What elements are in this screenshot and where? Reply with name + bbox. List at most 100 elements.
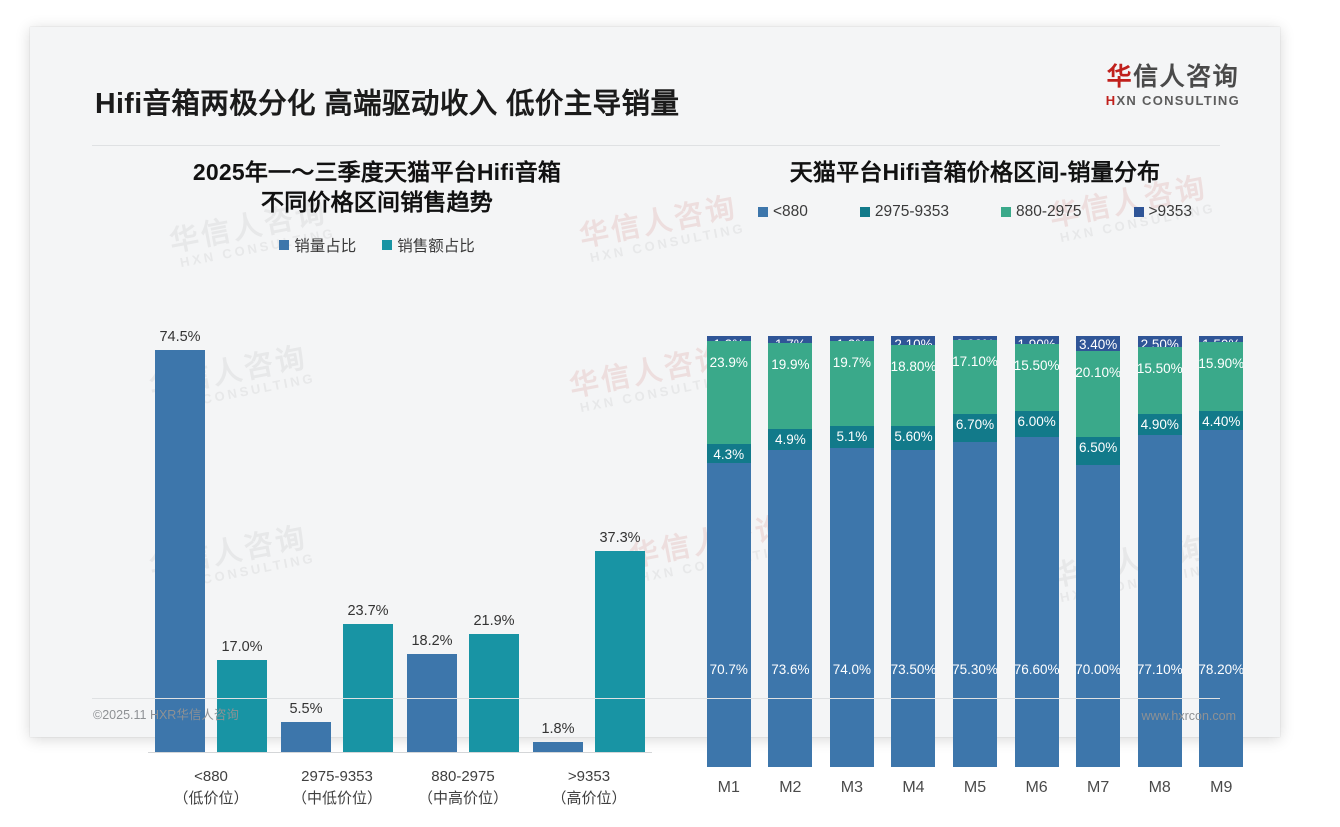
stack-segment[interactable]: 6.50%	[1076, 437, 1121, 466]
chart-price-band-volume-distribution: 天猫平台Hifi音箱价格区间-销量分布 <880 2975-9353 880-297…	[690, 157, 1260, 796]
category-label: 880-2975 （中高价位）	[400, 758, 526, 816]
stack-segment[interactable]: 70.7%	[706, 462, 751, 768]
stacked-bar-group: 2.10% 18.80% 5.60% 73.50%	[883, 336, 945, 767]
stack-segment[interactable]: 1.50%	[1199, 336, 1244, 343]
stack-segment[interactable]: 4.9%	[768, 429, 813, 451]
legend-swatch-icon	[1000, 207, 1011, 218]
stack-segment[interactable]: 77.10%	[1137, 434, 1182, 767]
category-range: <880	[194, 768, 228, 785]
stack-segment[interactable]: 23.9%	[706, 341, 751, 445]
stack-segment[interactable]: 15.50%	[1137, 346, 1182, 414]
stack-segment[interactable]: 73.6%	[768, 450, 813, 768]
bar-column[interactable]: 21.9%	[469, 320, 519, 752]
bar-column[interactable]: 37.3%	[595, 320, 645, 752]
stack-segment[interactable]: 4.40%	[1199, 410, 1244, 430]
bar-column[interactable]: 5.5%	[281, 320, 331, 752]
legend-item[interactable]: 销量占比	[279, 234, 356, 256]
bar[interactable]	[407, 653, 457, 752]
stacked-bar[interactable]: 3.40% 20.10% 6.50% 70.00%	[1076, 336, 1121, 767]
stacked-bar-group: 1.90% 15.50% 6.00% 76.60%	[1006, 336, 1068, 767]
stack-segment[interactable]: 15.50%	[1014, 344, 1059, 411]
legend-item[interactable]: 销售额占比	[382, 234, 475, 256]
bar[interactable]	[217, 660, 267, 752]
bar[interactable]	[469, 633, 519, 752]
legend-item[interactable]: 880-2975	[1000, 203, 1082, 221]
bar[interactable]	[343, 624, 393, 752]
logo-english: HXN CONSULTING	[1106, 93, 1240, 108]
stack-segment[interactable]: 4.3%	[706, 444, 751, 463]
legend-swatch-icon	[757, 207, 768, 218]
bar-column[interactable]: 23.7%	[343, 320, 393, 752]
category-range: 880-2975	[431, 768, 495, 785]
segment-value-label: 15.50%	[1014, 358, 1059, 374]
category-label: M3	[840, 779, 864, 796]
stack-segment[interactable]: 18.80%	[891, 345, 936, 427]
stack-segment[interactable]: 0.90%	[953, 336, 998, 340]
stack-segment[interactable]: 74.0%	[829, 448, 874, 767]
stack-segment[interactable]: 70.00%	[1076, 465, 1121, 767]
left-chart-title-line1: 2025年一～三季度天猫平台Hifi音箱	[192, 159, 562, 185]
stack-segment[interactable]: 5.60%	[891, 426, 936, 451]
stack-segment[interactable]: 76.60%	[1014, 436, 1059, 767]
bar-column[interactable]: 17.0%	[217, 320, 267, 752]
stacked-bar[interactable]: 1.2% 23.9% 4.3% 70.7%	[706, 336, 751, 768]
category-label: M8	[1148, 779, 1171, 796]
stack-segment[interactable]: 20.10%	[1076, 350, 1121, 438]
bar-column[interactable]: 74.5%	[155, 320, 205, 752]
stack-segment[interactable]: 1.90%	[1014, 336, 1059, 345]
bar-column[interactable]: 18.2%	[407, 320, 457, 752]
stacked-bar-group: 0.90% 17.10% 6.70% 75.30%	[944, 336, 1006, 767]
bar-column[interactable]: 1.8%	[533, 320, 583, 752]
bar[interactable]	[595, 550, 645, 752]
left-chart-category-labels: <880 （低价位） 2975-9353 （中低价位） 880-2975 （中高价位） >9…	[148, 758, 652, 816]
segment-value-label: 19.9%	[771, 357, 810, 373]
bar[interactable]	[281, 722, 331, 752]
chart-sales-trend-by-price-band: 2025年一～三季度天猫平台Hifi音箱 不同价格区间销售趋势 销量占比 销售额占…	[92, 157, 662, 807]
legend-item[interactable]: <880	[757, 203, 808, 221]
logo-h-char: H	[1105, 92, 1117, 108]
stack-segment[interactable]: 3.40%	[1076, 336, 1121, 351]
bar[interactable]	[533, 742, 583, 752]
left-chart-title: 2025年一～三季度天猫平台Hifi音箱 不同价格区间销售趋势	[92, 157, 662, 218]
stack-segment[interactable]: 6.00%	[1014, 410, 1059, 437]
stacked-bar[interactable]: 1.2% 19.7% 5.1% 74.0%	[829, 336, 874, 767]
stacked-bar[interactable]: 1.7% 19.9% 4.9% 73.6%	[768, 336, 813, 768]
stack-segment[interactable]: 75.30%	[953, 442, 998, 767]
bar-group: 1.8% 37.3%	[526, 320, 652, 752]
stack-segment[interactable]: 17.10%	[953, 339, 998, 414]
left-chart-plot: 74.5% 17.0% 5.5% 23.7% 18.2% 21.9% 1.8% 37.3% <…	[92, 310, 662, 826]
legend-swatch-icon	[382, 239, 393, 250]
stacked-bar[interactable]: 1.90% 15.50% 6.00% 76.60%	[1014, 336, 1059, 767]
stack-segment[interactable]: 1.7%	[768, 336, 813, 344]
legend-item[interactable]: 2975-9353	[859, 203, 949, 221]
right-chart-category-labels: M1 M2 M3 M4 M5 M6 M7 M8 M9	[698, 779, 1252, 809]
category-sublabel: （中低价位）	[291, 789, 382, 807]
bar-value-label: 74.5%	[159, 328, 201, 345]
stacked-bar[interactable]: 2.50% 15.50% 4.90% 77.10%	[1137, 336, 1182, 767]
category-label: >9353 （高价位）	[526, 758, 652, 816]
stack-segment[interactable]: 6.70%	[953, 413, 998, 443]
stack-segment[interactable]: 5.1%	[829, 426, 874, 449]
stacked-bar[interactable]: 2.10% 18.80% 5.60% 73.50%	[891, 336, 936, 767]
stack-segment[interactable]: 19.9%	[768, 343, 813, 429]
segment-value-label: 70.00%	[1076, 661, 1121, 677]
stack-segment[interactable]: 73.50%	[891, 450, 936, 767]
category-label: M2	[779, 779, 802, 796]
legend-label: >9353	[1148, 203, 1193, 221]
stack-segment[interactable]: 78.20%	[1199, 429, 1244, 767]
stack-segment[interactable]: 4.90%	[1137, 413, 1182, 435]
stack-segment[interactable]: 19.7%	[829, 341, 874, 427]
stack-segment[interactable]: 1.2%	[706, 336, 751, 342]
stack-segment[interactable]: 2.10%	[891, 336, 936, 346]
legend-item[interactable]: >9353	[1133, 203, 1193, 221]
stack-segment[interactable]: 2.50%	[1137, 336, 1182, 347]
bar[interactable]	[155, 349, 205, 752]
stacked-bar[interactable]: 0.90% 17.10% 6.70% 75.30%	[953, 336, 998, 767]
stack-segment[interactable]: 15.90%	[1199, 342, 1244, 411]
category-label: M6	[1025, 779, 1048, 796]
category-label: M9	[1210, 779, 1233, 796]
stack-segment[interactable]: 1.2%	[829, 336, 874, 342]
bar-value-label: 1.8%	[541, 721, 575, 738]
category-label: M4	[902, 779, 925, 796]
stacked-bar[interactable]: 1.50% 15.90% 4.40% 78.20%	[1199, 336, 1244, 767]
